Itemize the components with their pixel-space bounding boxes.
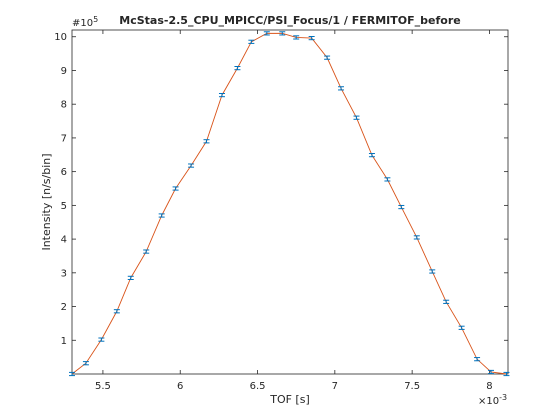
x-axis-multiplier: ×10-3 (478, 393, 507, 407)
data-point (384, 177, 391, 182)
data-point (503, 371, 510, 377)
data-point (263, 31, 270, 36)
data-point (113, 309, 120, 314)
x-multiplier-exponent: -3 (499, 393, 507, 402)
y-multiplier-exponent: 5 (93, 15, 98, 24)
y-tick-label: 8 (61, 100, 67, 111)
y-tick-label: 10 (54, 32, 67, 43)
x-tick-label: 6.5 (250, 381, 266, 392)
data-point (458, 325, 465, 330)
data-point (413, 235, 420, 240)
data-point (353, 115, 360, 120)
data-point (127, 275, 134, 280)
y-tick-label: 6 (61, 167, 67, 178)
data-point (188, 163, 195, 168)
y-tick-label: 4 (61, 235, 67, 246)
y-axis-multiplier: #105 (72, 15, 98, 29)
data-point (234, 66, 241, 71)
x-tick-label: 5.5 (95, 381, 111, 392)
chart-title: McStas-2.5_CPU_MPICC/PSI_Focus/1 / FERMI… (119, 14, 460, 27)
data-point (218, 92, 225, 98)
y-tick-label: 9 (61, 66, 67, 77)
data-point (368, 153, 375, 158)
y-multiplier-base: #10 (72, 18, 93, 29)
y-axis-label: Intensity [n/s/bin] (40, 153, 53, 250)
y-tick-label: 1 (61, 336, 67, 347)
x-tick-label: 6 (177, 381, 183, 392)
data-point (293, 35, 300, 40)
data-point (172, 186, 179, 191)
data-point (98, 337, 105, 342)
data-point (308, 35, 315, 41)
data-point (279, 31, 286, 36)
data-point (487, 369, 494, 375)
y-tick-label: 7 (61, 133, 67, 144)
y-tick-label: 5 (61, 201, 67, 212)
y-tick-label: 3 (61, 268, 67, 279)
data-point (82, 361, 89, 366)
data-point (338, 86, 345, 91)
x-tick-label: 7.5 (404, 381, 420, 392)
data-point (324, 55, 331, 60)
data-point (474, 357, 481, 362)
plot-area (71, 29, 509, 375)
x-multiplier-base: ×10 (478, 396, 499, 407)
data-point (158, 213, 165, 218)
series-line (71, 32, 507, 375)
y-tick-label: 2 (61, 302, 67, 313)
data-point (69, 371, 75, 377)
data-point (398, 204, 405, 210)
data-point (143, 249, 150, 254)
data-point (443, 299, 450, 304)
data-point (429, 269, 436, 274)
data-point (203, 139, 210, 144)
x-tick-label: 7 (332, 381, 338, 392)
x-tick-label: 8 (486, 381, 492, 392)
series-layer (69, 31, 510, 377)
data-point (248, 39, 255, 44)
x-axis-label: TOF [s] (269, 393, 310, 406)
